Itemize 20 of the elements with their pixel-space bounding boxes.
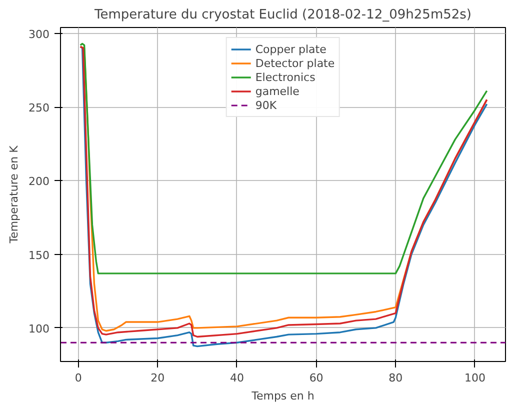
y-tick-label: 250: [28, 102, 50, 115]
x-tick-label: 40: [230, 372, 244, 384]
legend-label: gamelle: [255, 84, 300, 98]
y-tick-label: 300: [28, 28, 50, 41]
x-tick-label: 100: [464, 372, 486, 384]
x-tick-label: 20: [150, 372, 165, 384]
y-tick-label: 150: [28, 248, 50, 262]
legend-label: Copper plate: [255, 42, 326, 56]
y-tick-label: 200: [28, 175, 50, 188]
line-series: [79, 42, 488, 274]
legend-label: Electronics: [255, 70, 316, 84]
x-tick-label: 60: [309, 372, 324, 384]
legend-label: Detector plate: [255, 56, 335, 70]
legend-label: 90K: [255, 98, 277, 112]
y-axis-title: Temperature en K: [8, 144, 21, 244]
x-tick-label: 0: [74, 372, 82, 384]
x-axis-title: Temps en h: [250, 390, 314, 402]
chart-title: Temperature du cryostat Euclid (2018-02-12_09h25m52s): [93, 8, 472, 22]
y-tick-label: 100: [28, 322, 50, 336]
x-tick-label: 80: [388, 372, 403, 384]
